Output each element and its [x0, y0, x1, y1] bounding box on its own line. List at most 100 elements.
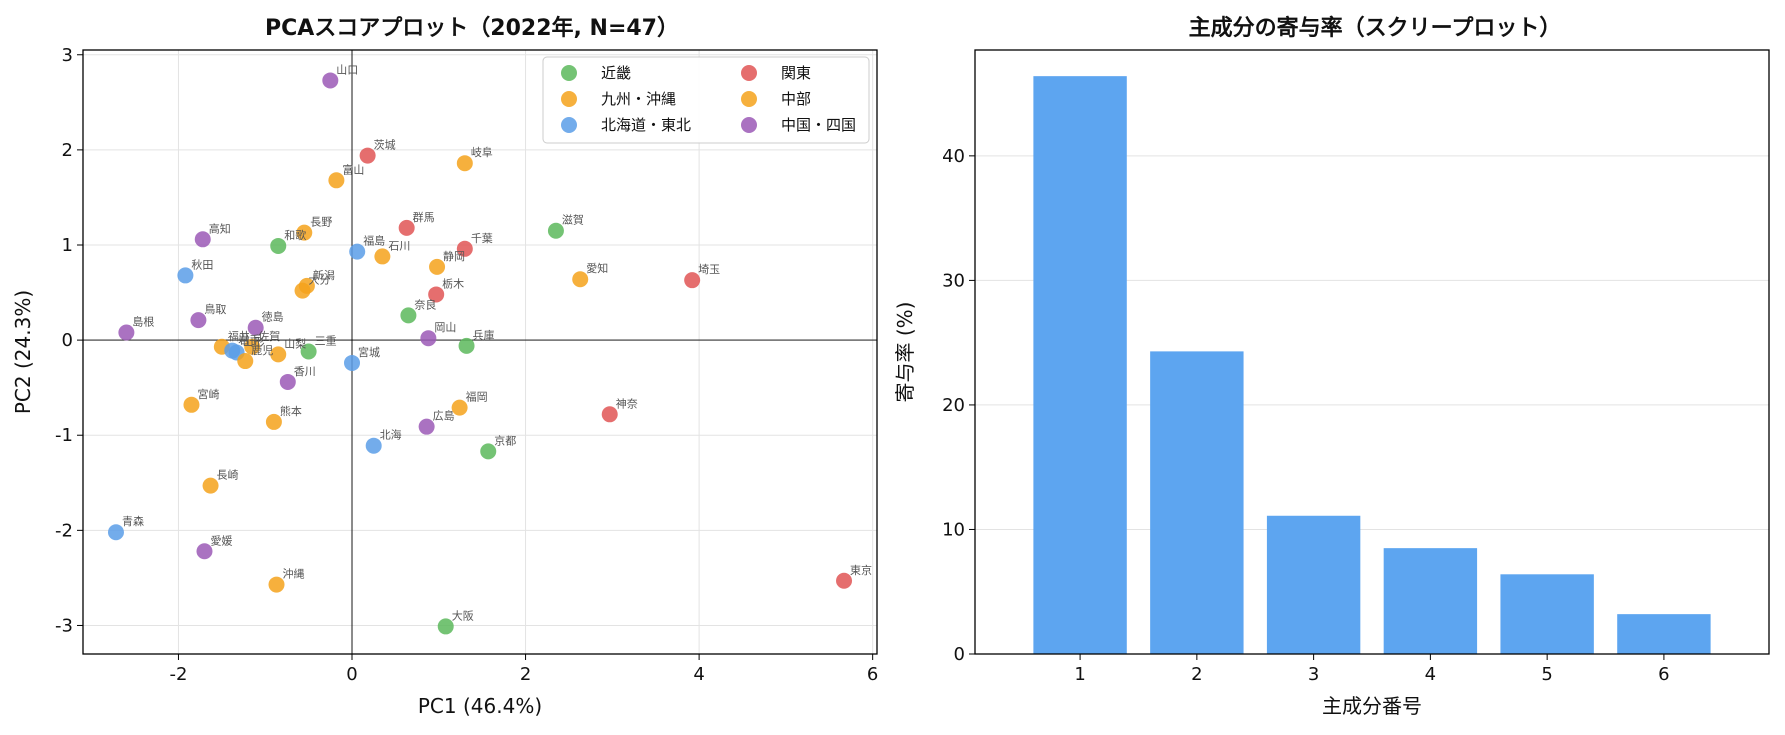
scatter-point — [237, 353, 254, 370]
scatter-point-label: 山口 — [336, 63, 358, 76]
scatter-point-label: 静岡 — [443, 249, 465, 263]
scatter-point-label: 兵庫 — [473, 328, 495, 342]
scatter-point-label: 長崎 — [217, 468, 239, 482]
legend-label: 関東 — [781, 64, 811, 82]
scatter-point-label: 北海 — [380, 428, 402, 442]
scatter-point-label: 熊本 — [280, 404, 302, 418]
bar-x-axis-label: 主成分番号 — [1322, 694, 1422, 718]
scatter-x-tick-label: 0 — [346, 664, 357, 685]
bar-x-tick-label: 6 — [1658, 664, 1669, 685]
scatter-point — [458, 337, 475, 354]
bar-x-tick-label: 5 — [1541, 664, 1552, 685]
bar-y-axis-label: 寄与率 (%) — [893, 302, 917, 403]
scatter-point-label: 島根 — [132, 315, 154, 329]
scatter-y-tick-label: 3 — [62, 45, 73, 66]
scatter-point-label: 愛媛 — [210, 533, 232, 547]
legend-label: 中部 — [781, 90, 811, 108]
scatter-y-tick-label: -1 — [55, 425, 73, 446]
scatter-y-tick-label: -2 — [55, 520, 73, 541]
scatter-point-label: 福島 — [363, 234, 385, 248]
scatter-point-label: 滋賀 — [562, 214, 584, 227]
scatter-x-tick-label: 2 — [520, 664, 531, 685]
scatter-point — [684, 272, 701, 289]
scatter-point-label: 佐賀 — [258, 329, 280, 343]
scatter-point-label: 香川 — [294, 365, 316, 378]
scatter-point-label: 東京 — [850, 563, 872, 577]
scatter-point-label: 京都 — [494, 433, 516, 447]
scatter-point-label: 三重 — [315, 334, 337, 348]
bar-x-tick-label: 1 — [1074, 664, 1085, 685]
legend-item: 中部 — [741, 90, 811, 108]
scatter-point — [601, 406, 618, 423]
bar-x-tick-label: 2 — [1191, 664, 1202, 685]
legend-label: 近畿 — [601, 64, 631, 82]
scatter-point — [420, 330, 437, 347]
scatter-points — [107, 72, 853, 635]
bar-y-tick-label: 40 — [942, 146, 965, 167]
bar-y-tick-label: 10 — [942, 519, 965, 540]
bar-y-tick-label: 20 — [942, 395, 965, 416]
scatter-point-label: 鹿児 — [251, 343, 273, 357]
scatter-x-tick-label: -2 — [169, 664, 187, 685]
bar-axes-frame — [974, 49, 1770, 655]
scatter-axes-frame — [82, 49, 878, 655]
scatter-point — [398, 219, 415, 236]
scatter-point — [456, 240, 473, 257]
scatter-point — [572, 271, 589, 288]
scatter-point-label: 大阪 — [452, 608, 474, 622]
bar-x-ticks: 1 2 3 4 5 6 — [1074, 654, 1670, 685]
legend-frame — [542, 56, 870, 144]
scatter-x-axis-label: PC1 (46.4%) — [418, 694, 542, 718]
bar-series — [1033, 76, 1711, 654]
scatter-point-label: 和歌 — [284, 228, 306, 242]
scatter-point — [374, 248, 391, 265]
scatter-point — [456, 155, 473, 172]
scatter-point — [359, 147, 376, 164]
scatter-point — [183, 396, 200, 413]
scatter-point — [265, 413, 282, 430]
scatter-point-label: 大分 — [309, 273, 331, 287]
bar-x-tick-label: 3 — [1308, 664, 1319, 685]
scatter-point — [247, 319, 264, 336]
scatter-point-label: 広島 — [433, 409, 455, 423]
scatter-point — [428, 286, 445, 303]
scatter-y-axis-label: PC2 (24.3%) — [11, 290, 35, 414]
scatter-point — [194, 231, 211, 248]
scatter-point — [429, 258, 446, 275]
scatter-x-tick-label: 6 — [867, 664, 878, 685]
scatter-point — [836, 572, 853, 589]
scatter-point — [349, 243, 366, 260]
legend-marker — [741, 117, 757, 133]
scatter-point-label: 沖縄 — [283, 567, 305, 581]
scatter-x-ticks: -2 0 2 4 6 — [169, 654, 878, 685]
bar-x-tick-label: 4 — [1425, 664, 1436, 685]
scatter-point-label: 高知 — [209, 221, 231, 235]
scatter-point — [296, 224, 313, 241]
scatter-point-label: 茨城 — [374, 138, 396, 152]
legend-item: 関東 — [741, 64, 811, 82]
scatter-point-label: 鳥取 — [204, 302, 226, 316]
scatter-y-tick-label: 1 — [62, 235, 73, 256]
scatter-point-label: 山梨 — [284, 336, 306, 350]
scatter-point-label: 岡山 — [434, 321, 456, 334]
scatter-point-label: 青森 — [122, 514, 144, 528]
scatter-point-label: 山形 — [243, 335, 265, 348]
legend-item: 北海道・東北 — [561, 116, 691, 134]
legend-label: 北海道・東北 — [601, 116, 691, 134]
scatter-point-label: 福岡 — [466, 390, 488, 404]
scatter-point — [365, 437, 382, 454]
scree-plot-panel: 主成分の寄与率（スクリープロット） 1 2 3 4 5 6 0 10 20 30 40 主成分番号… — [893, 15, 1770, 718]
scatter-x-tick-label: 4 — [693, 664, 704, 685]
scatter-point-label: 長野 — [310, 216, 332, 229]
scatter-point-label: 福井 — [228, 329, 250, 343]
scatter-point — [190, 312, 207, 329]
scatter-y-ticks: -3 -2 -1 0 1 2 3 — [55, 45, 83, 636]
scatter-point-label: 神奈 — [616, 396, 638, 410]
scatter-point-label: 岐阜 — [471, 146, 493, 159]
scatter-y-tick-label: 0 — [62, 330, 73, 351]
legend-label: 九州・沖縄 — [601, 90, 676, 108]
scatter-point — [480, 443, 497, 460]
legend-item: 九州・沖縄 — [561, 90, 676, 108]
